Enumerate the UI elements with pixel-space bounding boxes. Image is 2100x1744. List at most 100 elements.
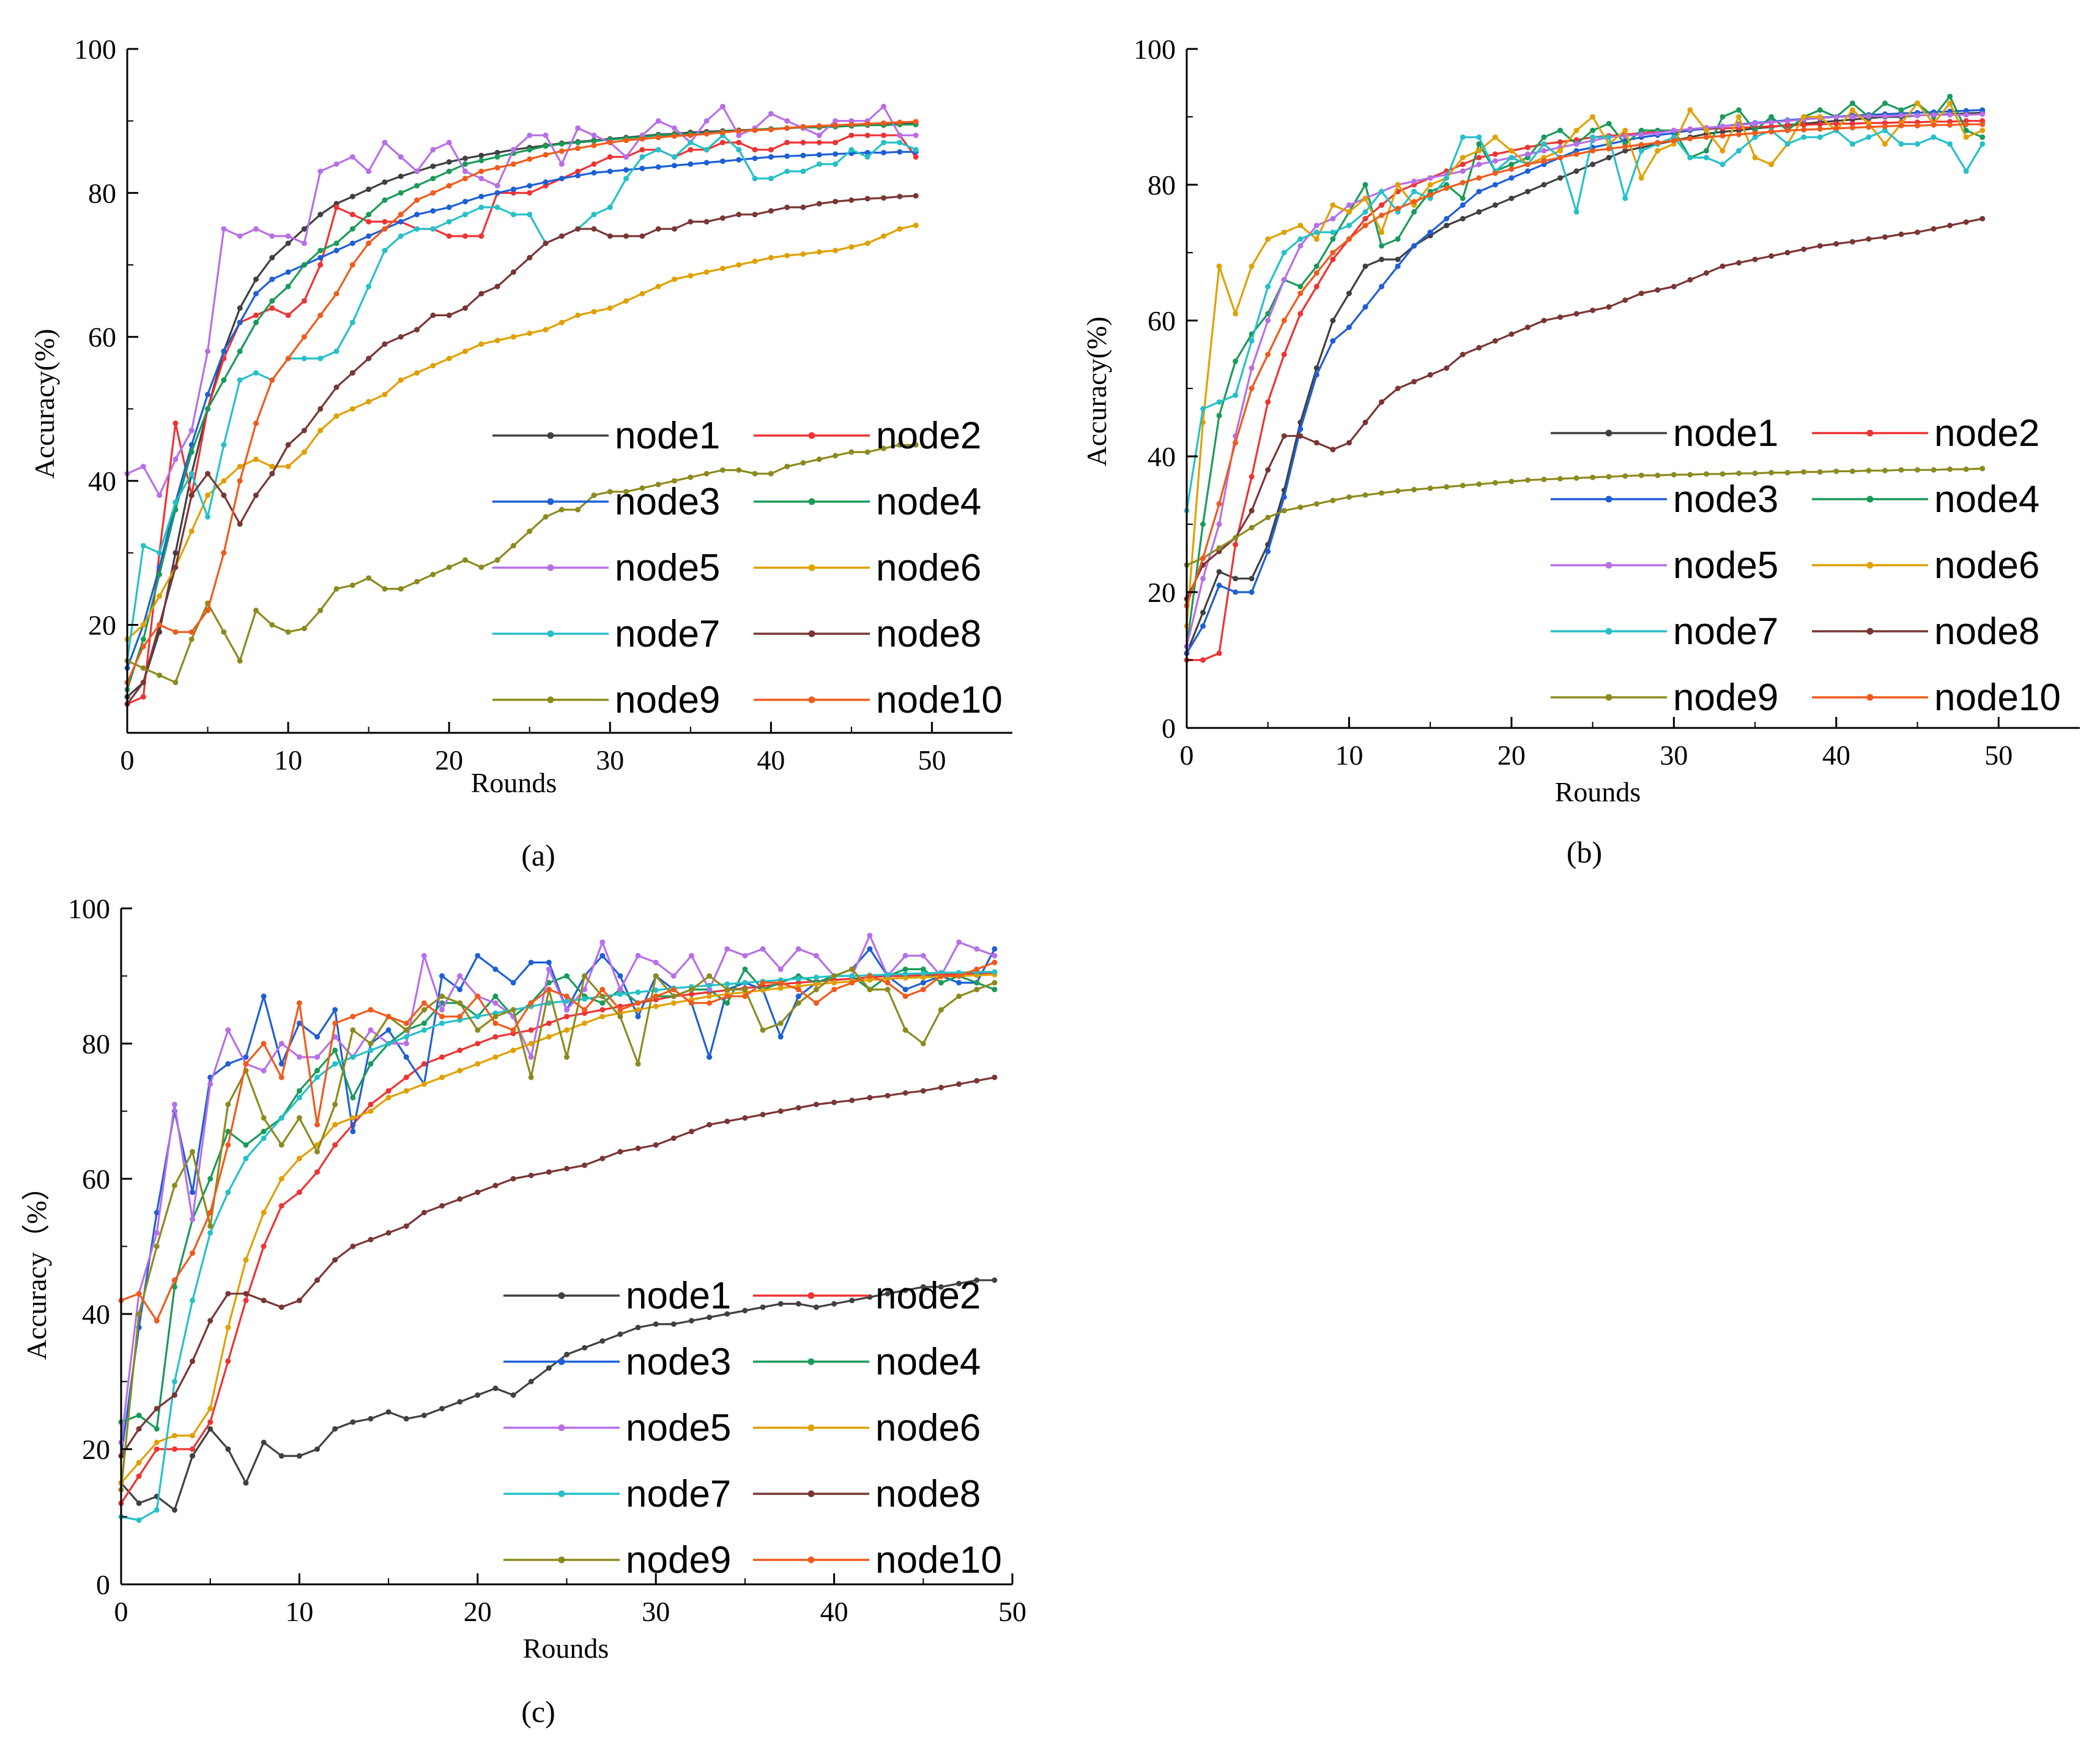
data-point <box>564 1027 570 1033</box>
data-point <box>672 163 678 169</box>
data-point <box>1444 216 1450 221</box>
data-point <box>816 139 822 146</box>
legend-item-node9: node9 <box>503 1539 731 1581</box>
data-point <box>439 1054 445 1060</box>
data-point <box>670 973 677 979</box>
data-point <box>719 139 725 146</box>
series-line-node2 <box>127 134 917 705</box>
data-point <box>1379 202 1385 208</box>
legend-item-node2: node2 <box>753 1275 981 1317</box>
panel-a-caption: (a) <box>521 838 555 872</box>
series-line-node1 <box>1185 111 1983 654</box>
series-node6 <box>124 222 919 642</box>
data-point <box>885 976 891 982</box>
series-node9 <box>1184 466 1986 568</box>
data-point <box>349 240 355 247</box>
data-point <box>457 973 463 979</box>
data-point <box>1379 243 1385 249</box>
data-point <box>897 132 903 138</box>
data-point <box>881 120 887 126</box>
data-point <box>510 1027 516 1033</box>
data-point <box>1265 236 1271 242</box>
data-point <box>439 1074 445 1080</box>
series-node2 <box>1184 118 1986 663</box>
data-point <box>1687 107 1693 113</box>
series-line-node10 <box>1185 123 1983 606</box>
data-point <box>1736 470 1742 477</box>
data-point <box>881 195 887 201</box>
legend-marker <box>1866 628 1874 635</box>
data-point <box>752 176 758 182</box>
data-point <box>494 149 500 155</box>
data-point <box>703 131 710 137</box>
data-point <box>1508 331 1515 337</box>
data-point <box>768 470 774 477</box>
data-point <box>366 168 372 174</box>
data-point <box>173 629 179 635</box>
data-point <box>382 226 388 232</box>
data-point <box>867 977 873 983</box>
data-point <box>421 1209 427 1215</box>
data-point <box>366 399 372 405</box>
data-point <box>1524 161 1530 168</box>
data-point <box>1736 148 1742 154</box>
data-point <box>1557 148 1564 154</box>
data-point <box>885 971 891 978</box>
data-point <box>582 1020 588 1026</box>
data-point <box>635 1061 641 1067</box>
data-point <box>777 1108 784 1114</box>
data-point <box>833 198 839 204</box>
data-point <box>938 1284 944 1290</box>
data-point <box>221 348 227 354</box>
data-point <box>881 149 887 155</box>
data-point <box>1606 473 1612 480</box>
data-point <box>974 1277 980 1283</box>
data-point <box>795 1105 801 1111</box>
data-point <box>1768 119 1775 125</box>
data-point <box>800 124 806 130</box>
data-point <box>1233 535 1239 541</box>
data-point <box>1265 284 1271 289</box>
data-point <box>1801 114 1807 120</box>
data-point <box>492 1020 499 1026</box>
x-tick-label: 10 <box>274 744 302 776</box>
data-point <box>350 1244 356 1249</box>
data-point <box>1297 236 1304 242</box>
data-point <box>1573 137 1579 143</box>
data-point <box>1313 365 1319 371</box>
data-point <box>510 334 516 340</box>
data-point <box>317 428 324 434</box>
x-tick-label: 0 <box>114 1596 128 1627</box>
data-point <box>736 132 742 138</box>
data-point <box>1703 134 1709 140</box>
panel-a-xticks: 0 10 20 30 40 50 <box>121 722 946 776</box>
data-point <box>833 453 839 459</box>
data-point <box>575 173 581 179</box>
data-point <box>1346 494 1352 500</box>
data-point <box>414 168 420 174</box>
legend-marker <box>1605 628 1612 635</box>
data-point <box>237 319 243 325</box>
data-point <box>1979 216 1986 221</box>
data-point <box>546 1034 552 1040</box>
legend-label: node5 <box>626 1407 731 1449</box>
data-point <box>140 665 146 671</box>
data-point <box>831 980 837 986</box>
data-point <box>350 1115 356 1121</box>
data-point <box>564 998 570 1004</box>
data-point <box>1411 178 1417 184</box>
data-point <box>207 1176 213 1182</box>
data-point <box>528 1172 534 1178</box>
panel-c-yticks: 0 20 40 60 80 100 <box>68 893 132 1600</box>
data-point <box>1200 555 1206 561</box>
data-point <box>1362 209 1368 215</box>
data-point <box>478 204 484 210</box>
data-point <box>867 1094 873 1100</box>
data-point <box>430 176 436 182</box>
series-line-node6 <box>120 973 995 1484</box>
data-point <box>1508 478 1515 484</box>
legend-marker <box>1605 694 1612 701</box>
data-point <box>171 1101 177 1107</box>
data-point <box>1395 488 1401 494</box>
